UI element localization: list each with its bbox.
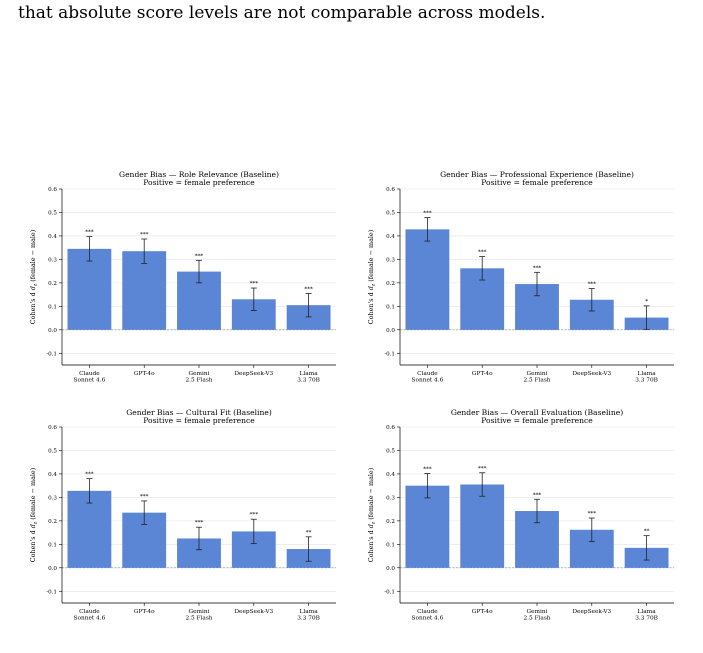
significance-label: *** bbox=[195, 253, 204, 259]
significance-label: *** bbox=[588, 511, 597, 517]
x-tick-label: Claude Sonnet 4.6 bbox=[412, 609, 444, 622]
chart-title: Gender Bias — Overall Evaluation (Baseli… bbox=[451, 408, 623, 417]
y-tick-label: 0.3 bbox=[386, 495, 395, 501]
y-tick-label: 0.1 bbox=[48, 542, 57, 548]
y-tick-label: 0.5 bbox=[386, 448, 395, 454]
y-tick-label: -0.1 bbox=[46, 589, 57, 595]
chart-panel-3: Gender Bias — Cultural Fit (Baseline)Pos… bbox=[29, 408, 336, 622]
y-tick-label: 0.2 bbox=[386, 519, 395, 525]
y-tick-label: 0.1 bbox=[386, 542, 395, 548]
significance-label: *** bbox=[250, 512, 259, 518]
y-tick-label: 0.1 bbox=[386, 304, 395, 310]
significance-label: *** bbox=[478, 466, 487, 472]
chart-subtitle: Positive = female preference bbox=[143, 178, 255, 187]
y-tick-label: 0.2 bbox=[48, 281, 57, 287]
x-tick-label: GPT-4o bbox=[472, 371, 493, 377]
y-tick-label: -0.1 bbox=[384, 351, 395, 357]
bar bbox=[67, 490, 112, 568]
y-tick-label: 0.5 bbox=[386, 210, 395, 216]
significance-label: ** bbox=[306, 530, 312, 536]
chart-title: Gender Bias — Cultural Fit (Baseline) bbox=[126, 408, 272, 417]
x-tick-label: Claude Sonnet 4.6 bbox=[74, 371, 106, 384]
x-tick-label: Llama 3.3 70B bbox=[635, 371, 658, 384]
bar bbox=[460, 484, 505, 568]
significance-label: *** bbox=[85, 230, 94, 236]
y-tick-label: 0.6 bbox=[386, 425, 395, 431]
significance-label: *** bbox=[304, 286, 313, 292]
significance-label: *** bbox=[533, 265, 542, 271]
y-tick-label: 0.2 bbox=[386, 281, 395, 287]
chart-subtitle: Positive = female preference bbox=[481, 416, 593, 425]
significance-label: *** bbox=[423, 211, 432, 217]
y-tick-label: 0.6 bbox=[48, 425, 57, 431]
x-tick-label: Claude Sonnet 4.6 bbox=[74, 609, 106, 622]
y-tick-label: 0.5 bbox=[48, 448, 57, 454]
significance-label: *** bbox=[195, 520, 204, 526]
y-tick-label: 0.4 bbox=[48, 234, 57, 240]
y-tick-label: 0.4 bbox=[48, 472, 57, 478]
x-tick-label: Llama 3.3 70B bbox=[297, 609, 320, 622]
y-tick-label: 0.0 bbox=[48, 328, 57, 334]
y-axis-label: Cohen's d dz (female − male) bbox=[29, 468, 39, 562]
y-tick-label: 0.1 bbox=[48, 304, 57, 310]
chart-panel-1: Gender Bias — Role Relevance (Baseline)P… bbox=[29, 170, 336, 384]
chart-panel-2: Gender Bias — Professional Experience (B… bbox=[367, 170, 674, 384]
y-tick-label: 0.5 bbox=[48, 210, 57, 216]
y-tick-label: 0.0 bbox=[48, 566, 57, 572]
y-tick-label: 0.2 bbox=[48, 519, 57, 525]
chart-subtitle: Positive = female preference bbox=[143, 416, 255, 425]
y-axis-label: Cohen's d dz (female − male) bbox=[29, 230, 39, 324]
chart-title: Gender Bias — Role Relevance (Baseline) bbox=[119, 170, 279, 179]
bar bbox=[405, 485, 450, 568]
significance-label: *** bbox=[140, 232, 149, 238]
chart-title: Gender Bias — Professional Experience (B… bbox=[440, 170, 634, 179]
x-tick-label: GPT-4o bbox=[134, 609, 155, 615]
significance-label: *** bbox=[478, 250, 487, 256]
bar bbox=[122, 251, 167, 330]
x-tick-label: Gemini 2.5 Flash bbox=[185, 371, 212, 384]
y-tick-label: 0.3 bbox=[48, 257, 57, 263]
x-tick-label: DeepSeek-V3 bbox=[234, 609, 273, 615]
x-tick-label: GPT-4o bbox=[472, 609, 493, 615]
significance-label: *** bbox=[250, 281, 259, 287]
chart-panel-4: Gender Bias — Overall Evaluation (Baseli… bbox=[367, 408, 674, 622]
chart-subtitle: Positive = female preference bbox=[481, 178, 593, 187]
x-tick-label: DeepSeek-V3 bbox=[572, 609, 611, 615]
y-tick-label: 0.0 bbox=[386, 566, 395, 572]
y-tick-label: 0.6 bbox=[386, 187, 395, 193]
significance-label: *** bbox=[533, 492, 542, 498]
x-tick-label: Gemini 2.5 Flash bbox=[185, 609, 212, 622]
y-tick-label: 0.4 bbox=[386, 472, 395, 478]
y-tick-label: 0.0 bbox=[386, 328, 395, 334]
significance-label: *** bbox=[588, 281, 597, 287]
y-tick-label: 0.4 bbox=[386, 234, 395, 240]
y-tick-label: -0.1 bbox=[46, 351, 57, 357]
significance-label: *** bbox=[140, 494, 149, 500]
x-tick-label: Llama 3.3 70B bbox=[297, 371, 320, 384]
y-axis-label: Cohen's d dz (female − male) bbox=[367, 468, 377, 562]
x-tick-label: Gemini 2.5 Flash bbox=[523, 371, 550, 384]
x-tick-label: DeepSeek-V3 bbox=[572, 371, 611, 377]
x-tick-label: GPT-4o bbox=[134, 371, 155, 377]
significance-label: *** bbox=[423, 466, 432, 472]
bar bbox=[405, 229, 450, 330]
y-tick-label: -0.1 bbox=[384, 589, 395, 595]
x-tick-label: Gemini 2.5 Flash bbox=[523, 609, 550, 622]
header-text: that absolute score levels are not compa… bbox=[18, 3, 546, 23]
y-tick-label: 0.3 bbox=[48, 495, 57, 501]
x-tick-label: Llama 3.3 70B bbox=[635, 609, 658, 622]
bar bbox=[67, 248, 112, 330]
significance-label: * bbox=[645, 299, 648, 305]
significance-label: ** bbox=[644, 529, 650, 535]
y-tick-label: 0.3 bbox=[386, 257, 395, 263]
significance-label: *** bbox=[85, 472, 94, 478]
x-tick-label: DeepSeek-V3 bbox=[234, 371, 273, 377]
y-tick-label: 0.6 bbox=[48, 187, 57, 193]
x-tick-label: Claude Sonnet 4.6 bbox=[412, 371, 444, 384]
y-axis-label: Cohen's d dz (female − male) bbox=[367, 230, 377, 324]
